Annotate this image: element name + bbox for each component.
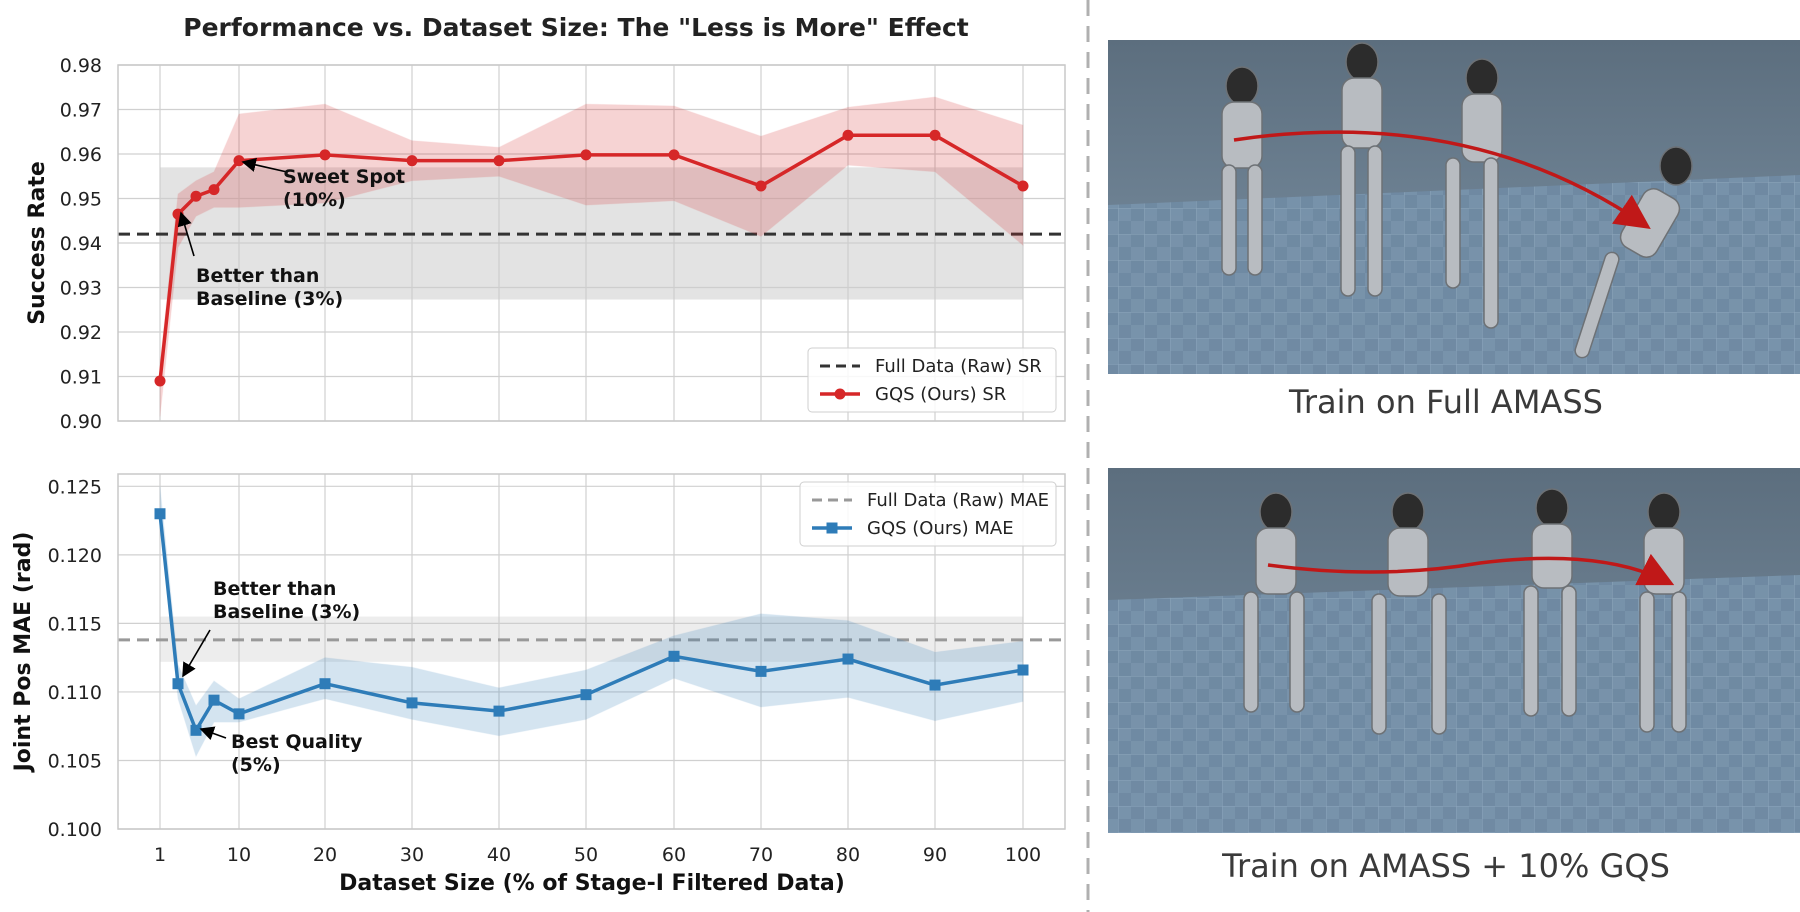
figure-title: Performance vs. Dataset Size: The "Less …: [183, 13, 968, 42]
y-tick-label: 0.91: [60, 367, 102, 389]
x-tick-label: 70: [749, 844, 773, 866]
annotation-text: (10%): [283, 189, 346, 211]
y-tick-label: 0.120: [48, 545, 102, 567]
data-point: [842, 653, 854, 665]
data-point: [755, 665, 767, 677]
annotation-text: Better than: [213, 578, 336, 600]
motion-arrow: [1233, 130, 1651, 229]
x-tick-label: 10: [227, 844, 251, 866]
legend-label-series: GQS (Ours) SR: [875, 384, 1006, 405]
annotation-arrow: [199, 726, 227, 741]
data-point: [929, 679, 941, 691]
annotation-text: Sweet Spot: [283, 166, 405, 188]
data-point: [1017, 180, 1029, 192]
data-point: [406, 155, 418, 167]
data-point: [668, 650, 680, 662]
y-tick-label: 0.95: [60, 189, 102, 211]
data-point: [172, 678, 184, 690]
y-tick-label: 0.98: [60, 55, 102, 77]
x-tick-label: 20: [313, 844, 337, 866]
annotation-text: Baseline (3%): [196, 288, 343, 310]
data-point: [154, 508, 166, 520]
x-tick-label: 90: [923, 844, 947, 866]
confidence-band: [159, 486, 1024, 758]
data-point: [233, 708, 245, 720]
data-point: [319, 678, 331, 690]
legend-marker: [826, 522, 838, 534]
data-point: [493, 155, 505, 167]
y-tick-label: 0.90: [60, 411, 102, 433]
data-point: [233, 155, 245, 167]
y-tick-label: 0.92: [60, 322, 102, 344]
annotation-arrow: [182, 629, 211, 678]
robot-image-amass-gqs: [1108, 468, 1800, 833]
image-caption-amass-gqs: Train on AMASS + 10% GQS: [1221, 847, 1670, 885]
y-axis-label: Joint Pos MAE (rad): [11, 532, 36, 774]
data-point: [190, 190, 202, 202]
y-tick-label: 0.125: [48, 476, 102, 498]
robot-image-full-amass: [1108, 40, 1800, 374]
data-point: [319, 149, 331, 161]
x-tick-label: 60: [662, 844, 686, 866]
y-tick-label: 0.97: [60, 100, 102, 122]
x-tick-label: 1: [154, 844, 166, 866]
confidence-band: [159, 96, 1024, 417]
legend-label-baseline: Full Data (Raw) SR: [875, 356, 1042, 377]
image-caption-full-amass: Train on Full AMASS: [1288, 383, 1603, 421]
y-tick-label: 0.93: [60, 278, 102, 300]
data-point: [208, 694, 220, 706]
x-tick-label: 50: [574, 844, 598, 866]
y-tick-label: 0.105: [48, 750, 102, 772]
x-tick-label: 100: [1005, 844, 1041, 866]
data-point: [580, 689, 592, 701]
y-tick-label: 0.100: [48, 819, 102, 841]
motion-arrow: [1267, 553, 1675, 586]
legend-box: [799, 481, 1057, 547]
data-point: [929, 129, 941, 141]
annotation-text: (5%): [231, 754, 281, 776]
annotation-text: Baseline (3%): [213, 601, 360, 623]
annotation-text: Best Quality: [231, 731, 363, 753]
legend-marker: [834, 388, 846, 400]
legend-label-baseline: Full Data (Raw) MAE: [867, 490, 1049, 511]
legend-label-series: GQS (Ours) MAE: [867, 518, 1014, 539]
annotation-arrow: [177, 211, 195, 257]
data-point: [668, 149, 680, 161]
y-tick-label: 0.110: [48, 682, 102, 704]
legend-box: [807, 347, 1057, 413]
x-axis-label: Dataset Size (% of Stage-I Filtered Data…: [339, 871, 845, 896]
y-axis-label: Success Rate: [25, 161, 50, 325]
data-point: [190, 724, 202, 736]
plot-frame: [117, 473, 1066, 830]
data-point: [1017, 664, 1029, 676]
data-point: [755, 180, 767, 192]
y-tick-label: 0.115: [48, 613, 102, 635]
x-tick-label: 80: [836, 844, 860, 866]
data-point: [580, 149, 592, 161]
x-tick-label: 30: [400, 844, 424, 866]
data-point: [208, 184, 220, 196]
success-rate-chart: 0.90 0.91 0.92 0.93 0.94 0.95 0.96 0.97 0.98 Succ…: [25, 55, 1066, 433]
mae-chart: 0.100 0.105 0.110 0.115 0.120 0.125 1 10 20 30 40 5…: [11, 473, 1066, 896]
plot-frame: [117, 64, 1066, 422]
data-point: [493, 705, 505, 717]
x-tick-label: 40: [487, 844, 511, 866]
y-tick-label: 0.94: [60, 233, 102, 255]
annotation-text: Better than: [196, 265, 319, 287]
data-point: [154, 375, 166, 387]
y-tick-label: 0.96: [60, 144, 102, 166]
data-point: [842, 129, 854, 141]
annotation-arrow: [241, 157, 288, 173]
data-point: [406, 697, 418, 709]
